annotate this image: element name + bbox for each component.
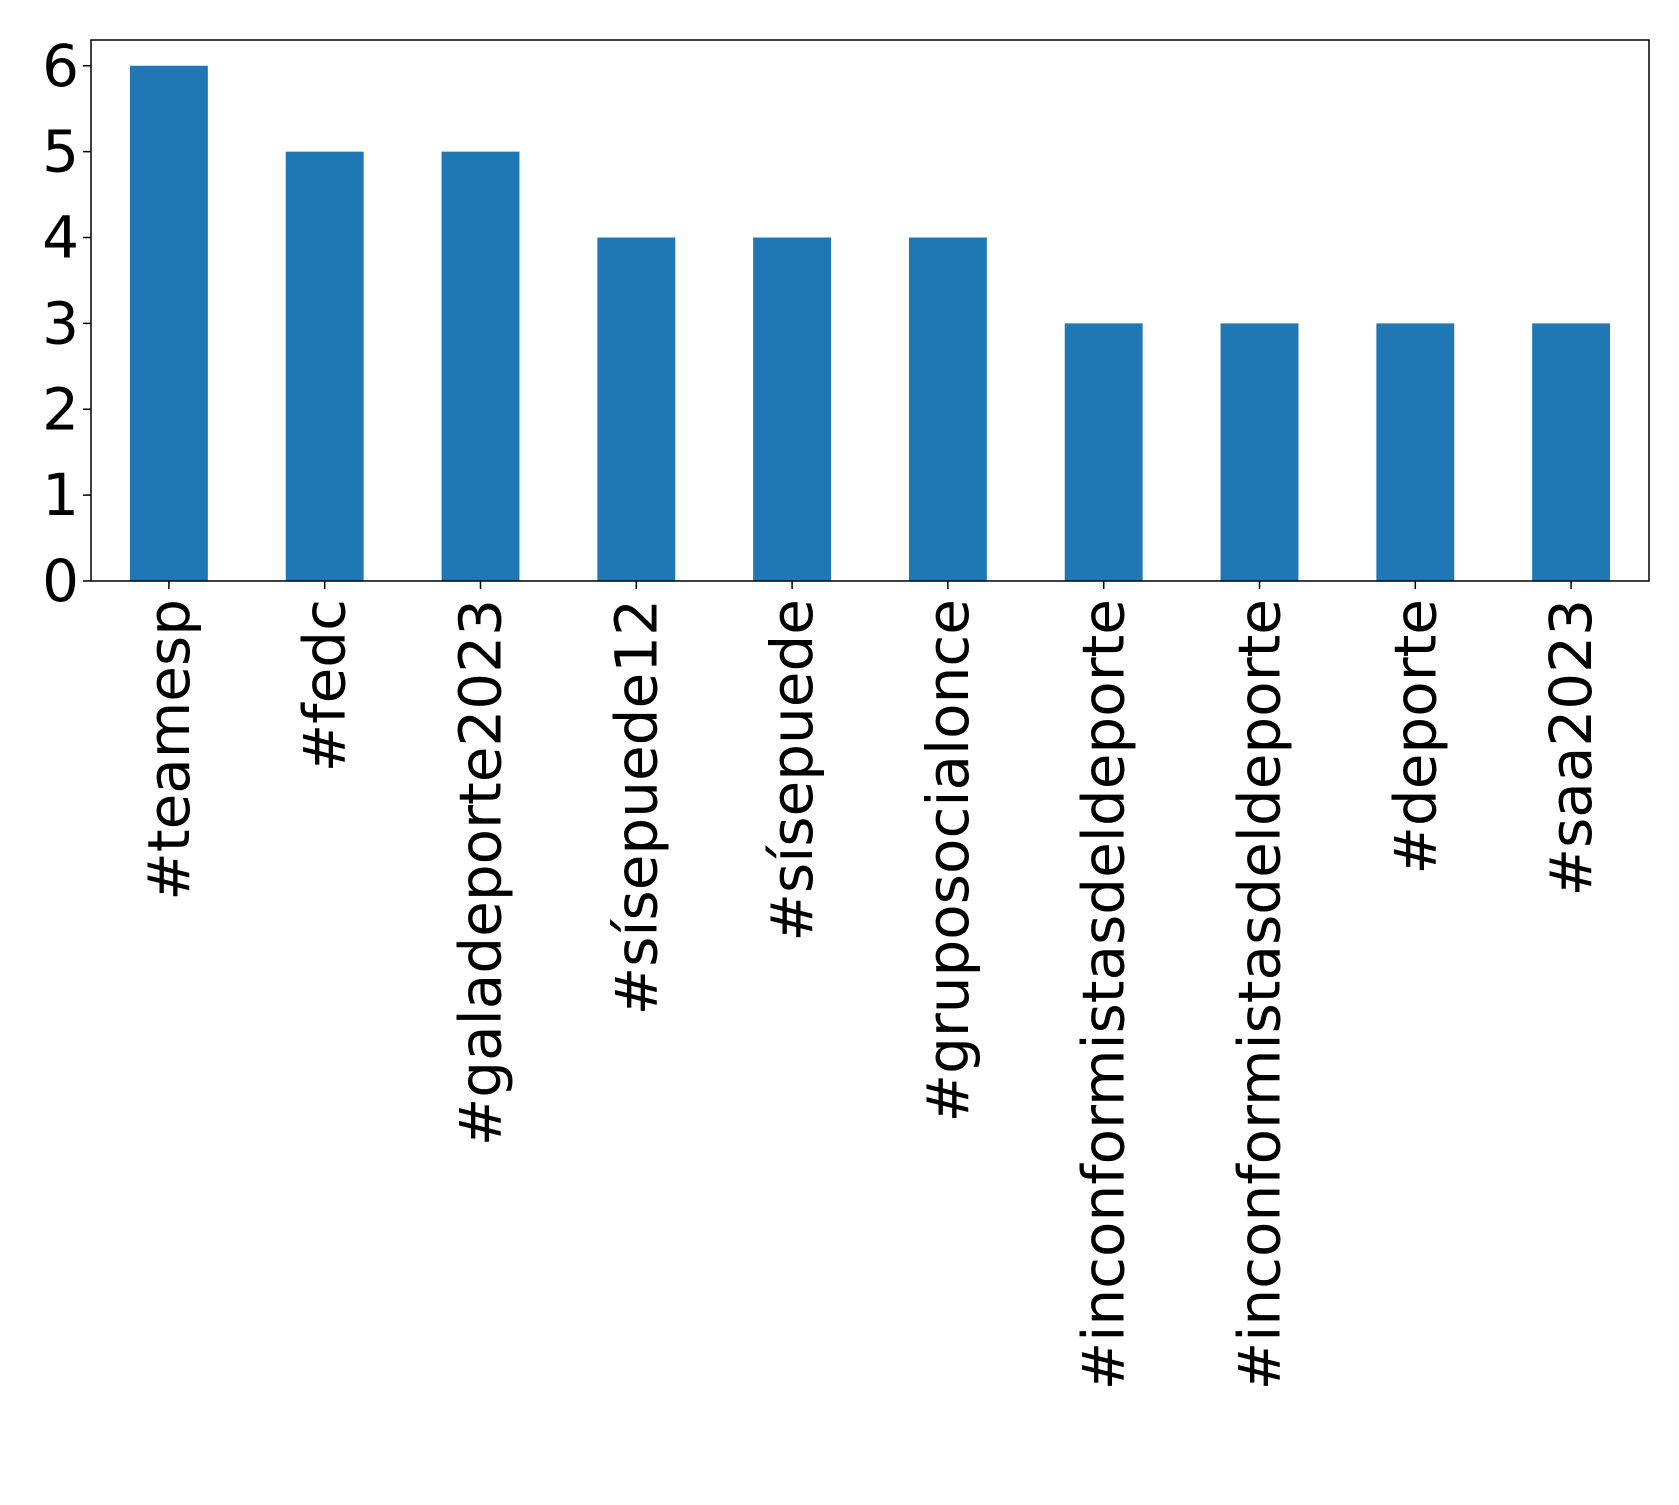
y-tick-label: 3 — [42, 289, 79, 357]
x-tick-label: #inconformistasdeldeporte — [1226, 599, 1294, 1390]
bar-2 — [441, 151, 520, 581]
bar-8 — [1376, 323, 1455, 581]
y-tick-label: 1 — [42, 461, 79, 529]
y-axis: 0 1 2 3 4 5 6 — [42, 32, 91, 615]
x-axis: #teamesp #fedc #galadeporte2023 #sísepuede1… — [135, 581, 1605, 1390]
bar-5 — [908, 237, 987, 581]
x-tick-label: #sísepuede — [758, 599, 826, 942]
x-tick-label: #fedc — [291, 599, 359, 772]
y-tick-label: 2 — [42, 375, 79, 443]
x-tick-label: #deporte — [1381, 599, 1449, 875]
bar-0 — [129, 65, 208, 581]
bars-group — [129, 65, 1611, 581]
bar-6 — [1064, 323, 1143, 581]
x-tick-label: #saa2023 — [1537, 599, 1605, 897]
bar-3 — [597, 237, 676, 581]
x-tick-label: #sísepuede12 — [602, 599, 670, 1015]
x-tick-label: #teamesp — [135, 599, 203, 901]
y-tick-label: 0 — [42, 547, 79, 615]
bar-9 — [1532, 323, 1611, 581]
y-tick-label: 6 — [42, 32, 79, 100]
x-tick-label: #gruposocialonce — [914, 599, 982, 1123]
x-tick-label: #inconformistasdeldeporte — [1070, 599, 1138, 1390]
bar-1 — [285, 151, 364, 581]
y-tick-label: 5 — [42, 118, 79, 186]
plot-frame — [90, 39, 1650, 582]
x-tick-label: #galadeporte2023 — [447, 599, 515, 1146]
bar-7 — [1220, 323, 1299, 581]
y-tick-label: 4 — [42, 204, 79, 272]
bar-4 — [753, 237, 832, 581]
